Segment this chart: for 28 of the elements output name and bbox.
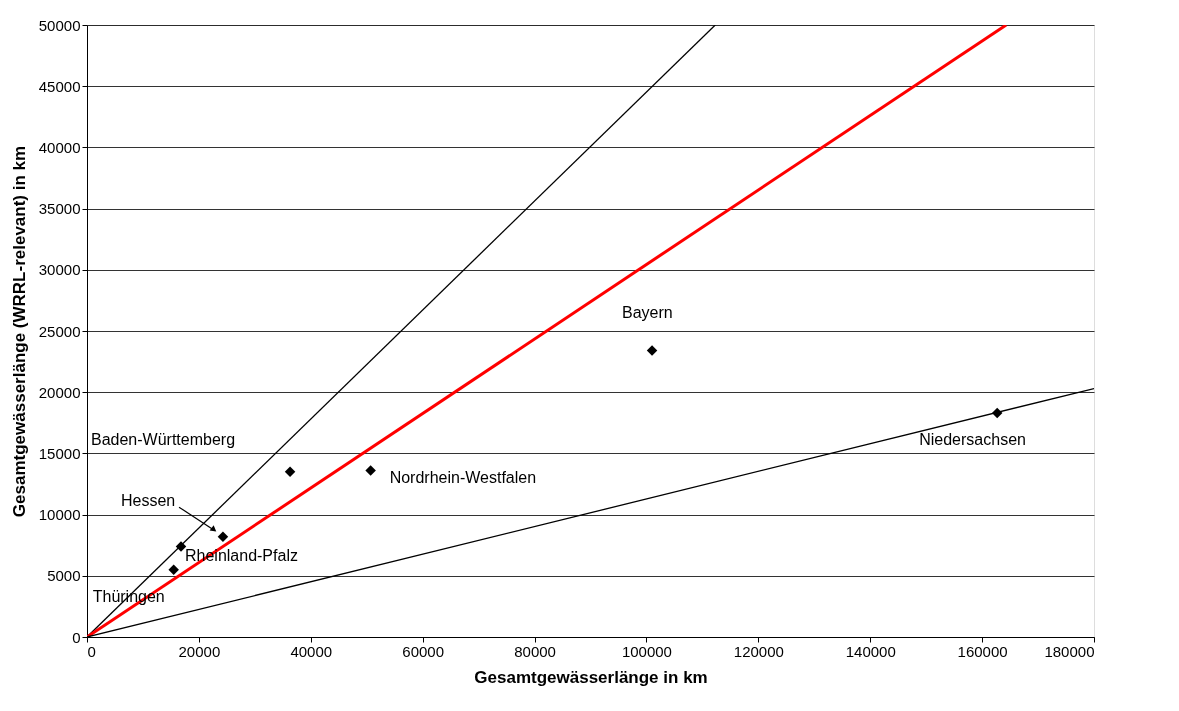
y-tick-label: 30000 — [38, 261, 81, 279]
x-tick-label: 20000 — [178, 642, 221, 660]
x-axis-title: Gesamtgewässerlänge in km — [474, 667, 708, 687]
x-tick-label: 140000 — [845, 642, 896, 660]
annotation: Niedersachsen — [919, 431, 1026, 449]
annotation: Nordrhein-Westfalen — [389, 468, 537, 486]
annotation: Hessen — [121, 492, 176, 510]
y-tick-label: 35000 — [38, 200, 81, 218]
x-tick-label: 0 — [87, 642, 96, 660]
y-tick-label: 25000 — [38, 322, 81, 340]
x-tick-label: 100000 — [621, 642, 672, 660]
y-tick-label: 15000 — [38, 444, 81, 462]
y-tick-label: 40000 — [38, 138, 81, 156]
y-tick-label: 50000 — [38, 16, 81, 34]
y-tick-label: 20000 — [38, 383, 81, 401]
x-tick-label: 60000 — [402, 642, 445, 660]
y-tick-label: 0 — [72, 628, 81, 646]
x-tick-label: 160000 — [957, 642, 1008, 660]
y-tick-label: 45000 — [38, 77, 81, 95]
y-axis-title: Gesamtgewässerlänge (WRRL-relevant) in km — [9, 145, 29, 518]
y-tick-label: 10000 — [38, 506, 81, 524]
x-tick-label: 80000 — [514, 642, 556, 660]
y-tick-label: 5000 — [47, 567, 81, 585]
x-tick-label: 40000 — [290, 642, 333, 660]
annotation: Baden-Württemberg — [91, 430, 236, 448]
x-tick-label: 180000 — [1044, 642, 1095, 660]
x-tick-label: 120000 — [733, 642, 784, 660]
annotation: Bayern — [622, 303, 673, 321]
